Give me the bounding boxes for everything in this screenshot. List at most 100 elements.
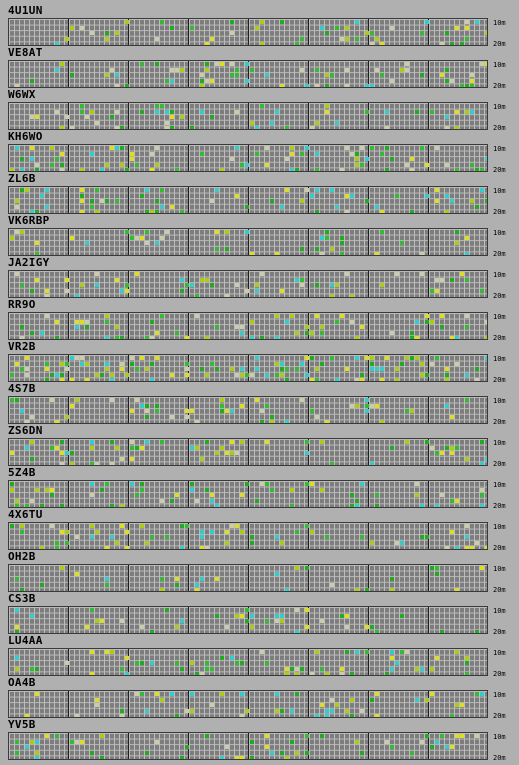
hour-separator xyxy=(368,481,369,507)
activity-cell xyxy=(465,277,469,282)
station-callsign: CS3B xyxy=(8,592,36,605)
activity-grid xyxy=(8,144,488,172)
activity-cell xyxy=(80,356,84,360)
activity-cell xyxy=(150,630,154,633)
activity-cell xyxy=(175,330,179,335)
activity-cell xyxy=(480,62,484,66)
activity-cell xyxy=(365,199,369,204)
activity-cell xyxy=(240,714,244,717)
hour-separator xyxy=(248,733,249,759)
activity-cell xyxy=(420,31,424,36)
activity-cell xyxy=(470,162,474,167)
activity-cell xyxy=(255,283,259,288)
activity-cell xyxy=(335,378,339,381)
activity-cell xyxy=(245,482,249,486)
activity-cell xyxy=(330,73,334,78)
activity-cell xyxy=(20,325,24,330)
activity-cell xyxy=(50,398,54,402)
activity-cell xyxy=(80,104,84,108)
activity-cell xyxy=(55,546,59,549)
activity-cell xyxy=(70,378,74,381)
activity-cell xyxy=(390,666,394,671)
hour-separator xyxy=(248,649,249,675)
activity-cell xyxy=(410,750,414,755)
activity-cell xyxy=(45,487,49,492)
activity-cell xyxy=(20,588,24,591)
activity-cell xyxy=(445,403,449,408)
activity-cell xyxy=(195,588,199,591)
activity-cell xyxy=(235,67,239,72)
activity-cell xyxy=(305,734,309,738)
activity-cell xyxy=(340,314,344,318)
activity-cell xyxy=(70,403,74,408)
activity-cell xyxy=(445,126,449,129)
activity-cell xyxy=(90,750,94,755)
activity-cell xyxy=(20,524,24,528)
hour-separator xyxy=(68,187,69,213)
activity-cell xyxy=(305,524,309,528)
activity-cell xyxy=(270,199,274,204)
activity-cell xyxy=(110,115,114,120)
activity-cell xyxy=(455,336,459,339)
activity-cell xyxy=(180,67,184,72)
activity-cell xyxy=(440,630,444,633)
activity-cell xyxy=(215,230,219,234)
activity-cell xyxy=(95,188,99,192)
activity-cell xyxy=(330,708,334,713)
activity-cell xyxy=(245,62,249,66)
activity-cell xyxy=(180,115,184,120)
activity-cell xyxy=(175,67,179,72)
station-row: YV5B 10m 20m xyxy=(0,718,519,762)
activity-cell xyxy=(285,367,289,372)
activity-grid xyxy=(8,480,488,508)
hour-separator xyxy=(128,607,129,633)
activity-cell xyxy=(305,566,309,570)
station-callsign: LU4AA xyxy=(8,634,43,647)
band-label-20m: 20m xyxy=(493,124,506,132)
activity-cell xyxy=(155,739,159,744)
activity-cell xyxy=(35,666,39,671)
hour-separator xyxy=(308,691,309,717)
band-label-10m: 10m xyxy=(493,607,506,615)
activity-cell xyxy=(420,666,424,671)
activity-cell xyxy=(160,235,164,240)
activity-cell xyxy=(355,588,359,591)
activity-cell xyxy=(105,582,109,587)
hour-separator xyxy=(308,397,309,423)
activity-cell xyxy=(375,692,379,696)
activity-cell xyxy=(370,146,374,150)
activity-cell xyxy=(345,36,349,41)
activity-cell xyxy=(405,62,409,66)
activity-cell xyxy=(45,294,49,297)
activity-cell xyxy=(205,67,209,72)
activity-cell xyxy=(470,73,474,78)
activity-cell xyxy=(220,403,224,408)
activity-cell xyxy=(135,493,139,498)
activity-cell xyxy=(335,25,339,30)
activity-cell xyxy=(380,42,384,45)
activity-cell xyxy=(485,62,487,66)
activity-cell xyxy=(435,356,439,360)
activity-cell xyxy=(110,535,114,540)
activity-cell xyxy=(450,78,454,83)
activity-cell xyxy=(150,168,154,171)
activity-cell xyxy=(485,336,487,339)
activity-cell xyxy=(220,398,224,402)
activity-cell xyxy=(60,62,64,66)
activity-cell xyxy=(425,193,429,198)
activity-cell xyxy=(345,650,349,654)
activity-cell xyxy=(375,504,379,507)
activity-grid xyxy=(8,522,488,550)
activity-cell xyxy=(110,372,114,377)
activity-cell xyxy=(65,115,69,120)
activity-cell xyxy=(340,672,344,675)
activity-cell xyxy=(255,25,259,30)
activity-cell xyxy=(480,462,484,465)
activity-cell xyxy=(300,67,304,72)
activity-cell xyxy=(340,252,344,255)
activity-cell xyxy=(345,708,349,713)
activity-cell xyxy=(480,487,484,492)
activity-cell xyxy=(175,493,179,498)
hour-separator xyxy=(308,523,309,549)
activity-cell xyxy=(155,104,159,108)
